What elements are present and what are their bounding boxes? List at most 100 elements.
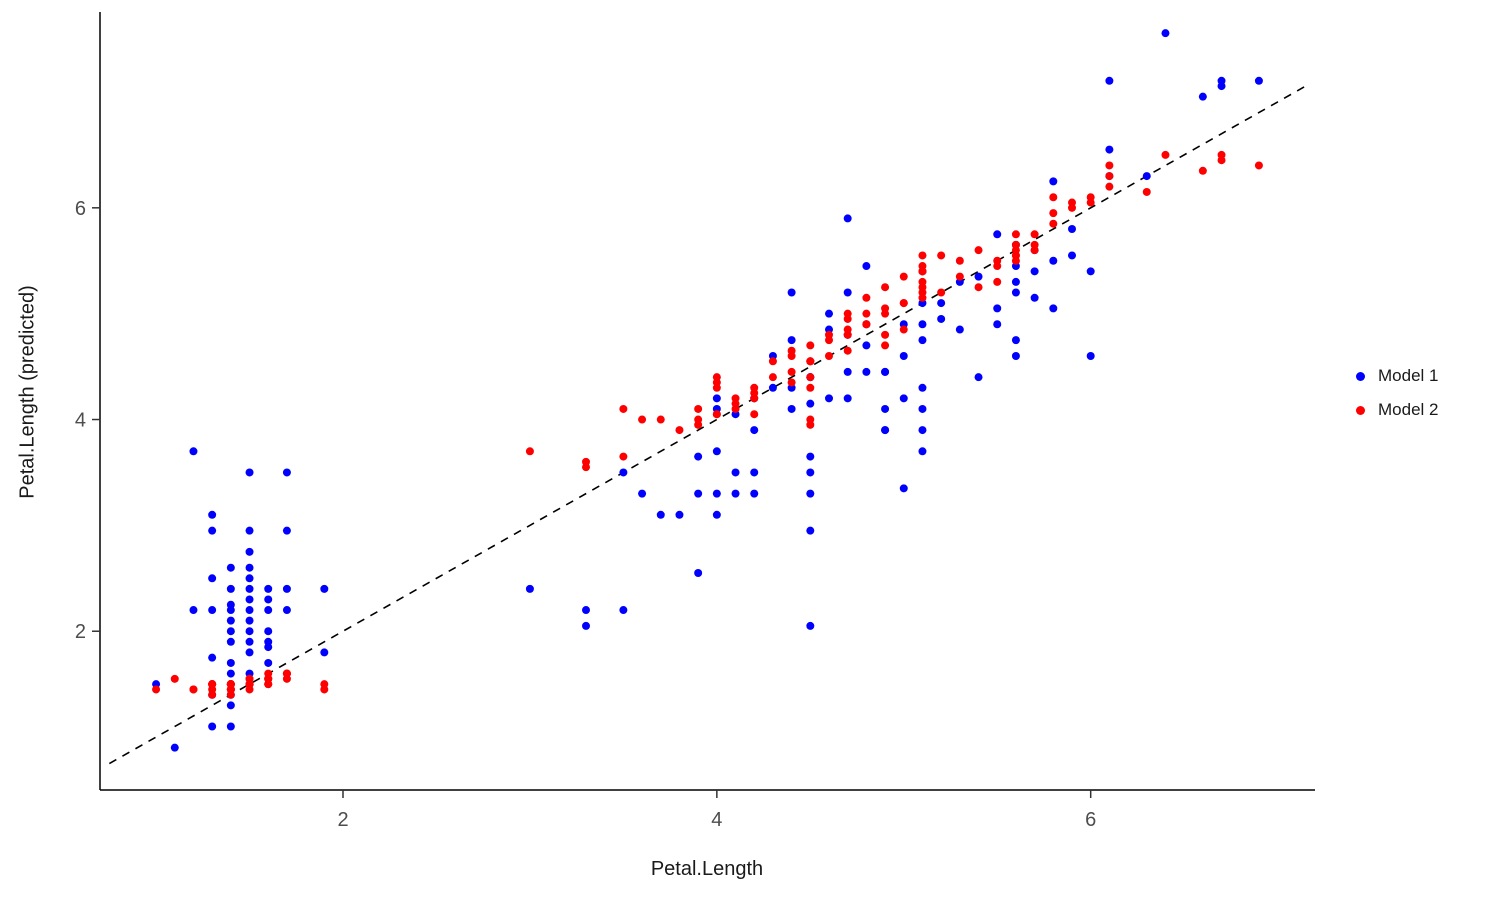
model-2-dot-icon <box>1356 405 1365 415</box>
data-point-2 <box>787 367 796 376</box>
data-point-2 <box>1105 182 1114 191</box>
y-tick-label: 2 <box>75 621 86 643</box>
data-point-1 <box>1105 145 1114 154</box>
data-point-2 <box>974 283 983 292</box>
data-point-2 <box>1030 240 1039 249</box>
data-point-2 <box>862 293 871 302</box>
data-point-1 <box>862 262 871 271</box>
data-point-1 <box>694 452 703 461</box>
data-point-2 <box>638 415 647 424</box>
data-point-2 <box>899 272 908 281</box>
data-point-2 <box>525 447 534 456</box>
data-point-2 <box>712 373 721 382</box>
data-point-2 <box>1011 240 1020 249</box>
data-point-2 <box>768 357 777 366</box>
data-point-1 <box>226 658 235 667</box>
data-point-1 <box>1068 251 1076 260</box>
data-point-1 <box>245 637 254 646</box>
data-point-1 <box>1030 293 1039 302</box>
data-point-2 <box>750 383 759 392</box>
data-point-1 <box>1011 352 1020 361</box>
data-point-1 <box>245 584 254 593</box>
data-point-2 <box>955 256 964 265</box>
data-point-1 <box>993 304 1002 313</box>
data-point-1 <box>189 447 198 456</box>
data-point-1 <box>656 510 665 519</box>
data-point-1 <box>619 606 628 615</box>
data-point-2 <box>226 680 235 689</box>
data-point-1 <box>1011 336 1020 345</box>
data-point-1 <box>1049 256 1058 265</box>
data-point-2 <box>899 325 908 334</box>
data-point-2 <box>881 309 890 318</box>
data-point-1 <box>582 621 590 630</box>
data-point-2 <box>918 262 927 271</box>
data-point-2 <box>1049 219 1058 228</box>
data-point-1 <box>208 510 217 519</box>
data-point-1 <box>731 489 740 498</box>
data-point-1 <box>918 320 927 329</box>
data-point-1 <box>712 489 721 498</box>
data-point-1 <box>1049 177 1058 186</box>
data-point-2 <box>806 341 815 350</box>
model-1-dot-icon <box>1356 371 1365 381</box>
data-point-2 <box>955 272 964 281</box>
data-point-1 <box>881 426 890 435</box>
data-point-1 <box>1068 224 1076 233</box>
data-point-2 <box>825 330 833 339</box>
data-point-1 <box>881 367 890 376</box>
data-point-1 <box>806 489 815 498</box>
legend-item-model-1: Model 1 <box>1356 366 1438 386</box>
data-point-2 <box>993 277 1002 286</box>
data-point-2 <box>806 373 815 382</box>
data-point-1 <box>1217 82 1226 91</box>
data-point-2 <box>320 680 329 689</box>
x-tick-label: 6 <box>1085 809 1096 831</box>
data-point-1 <box>245 526 254 535</box>
data-point-1 <box>918 447 927 456</box>
data-point-1 <box>899 484 908 493</box>
data-point-1 <box>937 314 946 323</box>
data-point-1 <box>712 447 721 456</box>
y-axis-title: Petal.Length (predicted) <box>16 285 39 499</box>
data-point-1 <box>675 510 684 519</box>
data-point-1 <box>245 547 254 556</box>
data-point-1 <box>918 336 927 345</box>
data-point-2 <box>1068 203 1076 212</box>
x-tick-label: 4 <box>711 809 722 831</box>
data-point-1 <box>1161 29 1170 38</box>
data-point-1 <box>918 426 927 435</box>
data-point-2 <box>806 415 815 424</box>
data-point-2 <box>1142 187 1151 196</box>
data-point-1 <box>1011 288 1020 297</box>
x-tick-label: 2 <box>337 809 348 831</box>
data-point-1 <box>806 468 815 477</box>
data-point-2 <box>862 309 871 318</box>
data-point-1 <box>768 383 777 392</box>
data-point-1 <box>806 452 815 461</box>
data-point-2 <box>731 404 740 413</box>
data-point-2 <box>1161 150 1170 159</box>
data-point-1 <box>712 394 721 403</box>
data-point-1 <box>694 489 703 498</box>
data-point-1 <box>282 584 291 593</box>
identity-line <box>108 85 1307 765</box>
data-point-1 <box>955 325 964 334</box>
data-point-1 <box>806 399 815 408</box>
y-tick-label: 6 <box>75 198 86 220</box>
data-point-1 <box>843 288 852 297</box>
data-point-1 <box>245 616 254 625</box>
y-tick-label: 4 <box>75 410 86 432</box>
data-point-1 <box>226 563 235 572</box>
data-point-2 <box>1105 172 1114 181</box>
data-point-2 <box>918 293 927 302</box>
data-point-1 <box>245 563 254 572</box>
data-point-1 <box>862 367 871 376</box>
data-point-1 <box>226 701 235 710</box>
data-point-1 <box>731 468 740 477</box>
data-point-1 <box>208 606 217 615</box>
data-point-1 <box>226 584 235 593</box>
data-point-2 <box>993 256 1002 265</box>
data-point-1 <box>787 404 796 413</box>
